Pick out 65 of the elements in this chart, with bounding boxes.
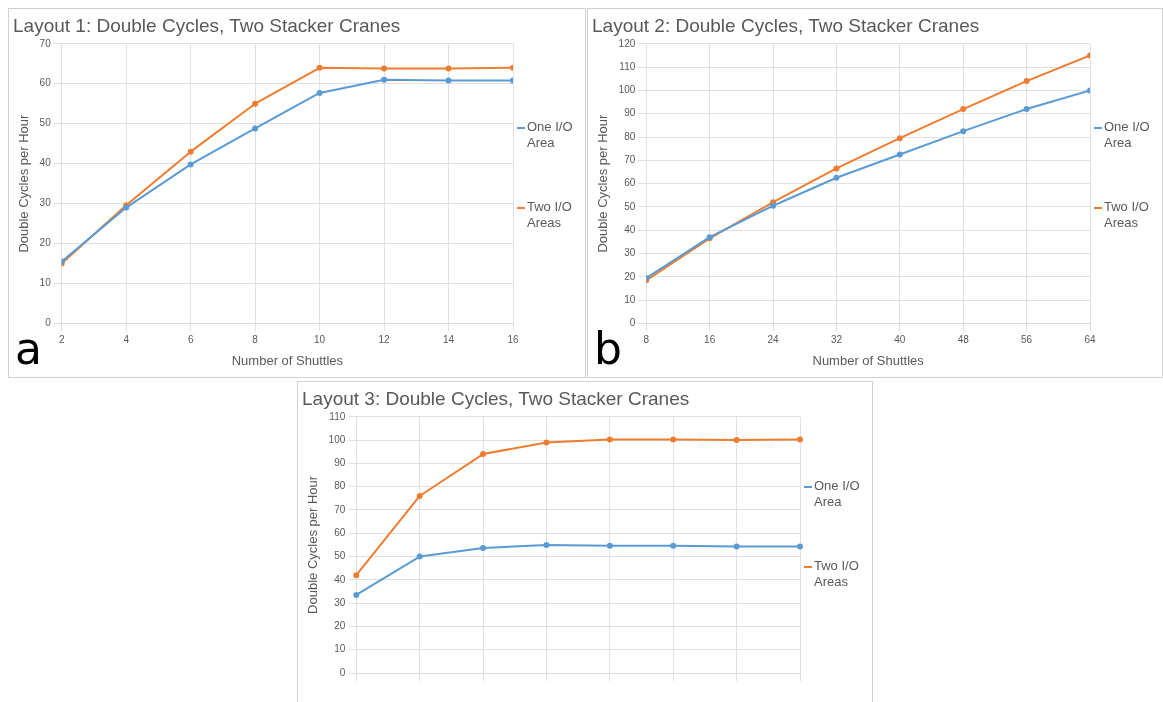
x-tick-label: 40 xyxy=(894,334,906,346)
x-tick-label: 8 xyxy=(252,334,259,346)
y-tick-label: 90 xyxy=(624,107,636,119)
y-tick-label: 100 xyxy=(328,433,346,445)
x-tick-label: 64 xyxy=(1084,334,1096,346)
y-tick-label: 20 xyxy=(39,237,52,249)
y-tick-label: 10 xyxy=(334,643,346,655)
y-tick-label: 0 xyxy=(629,317,636,329)
y-tick-label: 50 xyxy=(334,550,346,562)
y-tick-label: 50 xyxy=(624,200,636,212)
legend-label: One I/O Area xyxy=(1104,119,1151,152)
x-tick-label: 10 xyxy=(314,334,326,346)
x-tick-label: 12 xyxy=(378,334,391,346)
y-tick-label: 70 xyxy=(624,154,636,166)
x-axis-title: Number of Shuttles xyxy=(812,352,925,368)
y-tick-label: 60 xyxy=(334,527,346,538)
legend-label: Two I/O Areas xyxy=(1104,199,1150,232)
legend-label: Two I/O Areas xyxy=(527,199,573,232)
x-tick-label: 16 xyxy=(507,334,519,346)
y-tick-label: 60 xyxy=(624,177,636,189)
y-axis-title: Double Cycles per Hour xyxy=(595,113,611,253)
y-tick-label: 90 xyxy=(334,457,346,469)
y-tick-label: 10 xyxy=(39,277,52,289)
y-tick-label: 60 xyxy=(39,77,52,89)
x-tick-label: 32 xyxy=(830,334,843,346)
y-tick-label: 50 xyxy=(39,117,52,129)
y-tick-label: 110 xyxy=(619,60,636,72)
y-tick-label: 100 xyxy=(618,84,636,96)
y-tick-label: 0 xyxy=(339,666,346,678)
y-tick-label: 110 xyxy=(329,410,346,422)
x-tick-label: 48 xyxy=(957,334,970,346)
legend-label: Two I/O Areas xyxy=(814,558,860,591)
y-tick-label: 40 xyxy=(334,573,346,585)
x-axis-title: Number of Shuttles xyxy=(231,352,344,368)
y-tick-label: 40 xyxy=(624,223,636,235)
x-tick-label: 14 xyxy=(442,334,455,346)
x-tick-label: 16 xyxy=(704,334,716,346)
y-tick-label: 30 xyxy=(334,596,346,608)
chart-title: Layout 3: Double Cycles, Two Stacker Cranes xyxy=(302,387,690,409)
x-tick-label: 24 xyxy=(767,334,780,346)
x-tick-label: 8 xyxy=(643,334,650,346)
x-tick-label: 6 xyxy=(187,334,194,346)
y-tick-label: 0 xyxy=(45,317,52,329)
y-axis-title: Double Cycles per Hour xyxy=(16,113,32,253)
text: b xyxy=(594,323,622,375)
y-tick-label: 80 xyxy=(624,130,636,142)
text: a xyxy=(15,323,42,375)
y-tick-label: 70 xyxy=(334,503,346,515)
x-tick-label: 56 xyxy=(1021,334,1033,346)
y-tick-label: 20 xyxy=(624,270,636,282)
x-tick-label: 2 xyxy=(58,334,65,346)
chart-title: Layout 1: Double Cycles, Two Stacker Cranes xyxy=(13,14,401,36)
y-tick-label: 10 xyxy=(624,293,636,305)
y-tick-label: 30 xyxy=(624,247,636,259)
chart-title: Layout 2: Double Cycles, Two Stacker Cranes xyxy=(592,14,980,36)
y-tick-label: 80 xyxy=(334,480,346,492)
y-axis-title: Double Cycles per Hour xyxy=(305,475,321,614)
legend-label: One I/O Area xyxy=(527,119,574,152)
y-tick-label: 20 xyxy=(334,620,346,632)
legend-label: One I/O Area xyxy=(814,478,861,511)
y-tick-label: 40 xyxy=(39,157,52,169)
x-tick-label: 4 xyxy=(123,334,130,346)
y-tick-label: 70 xyxy=(39,37,52,49)
y-tick-label: 30 xyxy=(39,197,52,209)
y-tick-label: 120 xyxy=(618,37,636,49)
